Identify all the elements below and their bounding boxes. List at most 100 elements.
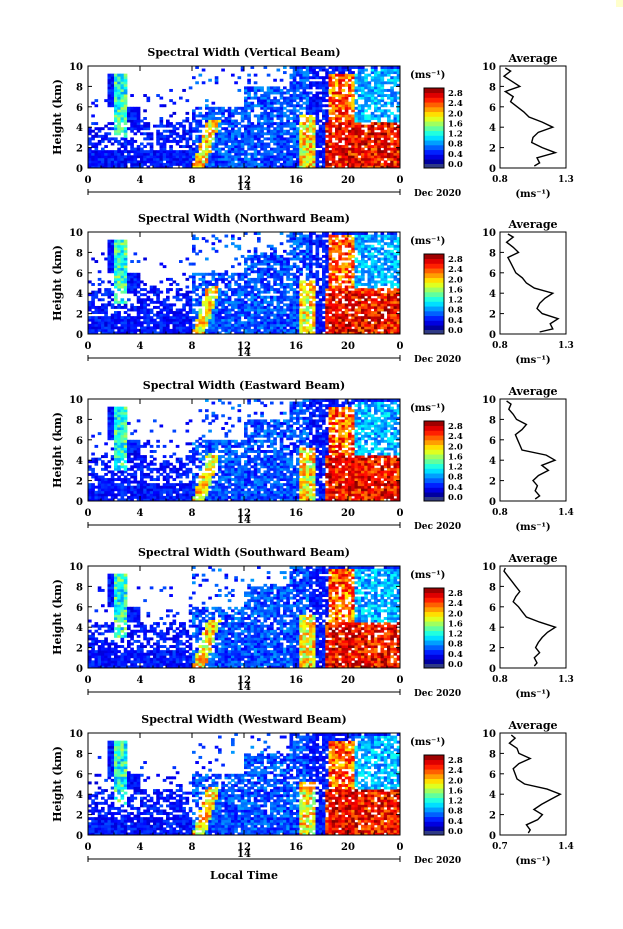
heatmap-cell xyxy=(283,122,287,126)
colorbar-segment xyxy=(424,311,444,317)
heatmap-cell xyxy=(390,111,394,115)
heatmap-cell xyxy=(322,86,326,90)
heatmap-cell xyxy=(302,239,307,243)
heatmap-cell xyxy=(244,283,248,286)
heatmap-cell xyxy=(283,114,287,118)
heatmap-cell xyxy=(325,239,329,243)
heatmap-cell xyxy=(218,308,222,312)
heatmap-cell xyxy=(192,308,196,312)
heatmap-cell xyxy=(273,160,277,164)
heatmap-cell xyxy=(292,288,297,292)
heatmap-cell xyxy=(331,147,336,151)
heatmap-cell xyxy=(211,285,216,289)
heatmap-cell xyxy=(312,134,316,138)
heatmap-cell xyxy=(393,305,398,309)
heatmap-cell xyxy=(331,272,336,276)
heatmap-cell xyxy=(208,288,212,292)
heatmap-cell xyxy=(120,285,125,289)
heatmap-cell xyxy=(260,298,264,302)
heatmap-cell xyxy=(185,145,190,148)
heatmap-cell xyxy=(156,132,160,136)
heatmap-cell xyxy=(214,160,219,164)
heatmap-cell xyxy=(299,147,303,151)
heatmap-cell xyxy=(357,145,362,148)
heatmap-cell xyxy=(383,331,388,335)
heatmap-cell xyxy=(380,270,385,274)
heatmap-cell xyxy=(107,127,112,131)
heatmap-cell xyxy=(263,267,268,271)
heatmap-cell xyxy=(380,83,385,87)
heatmap-cell xyxy=(328,152,333,156)
heatmap-cell xyxy=(211,313,216,317)
heatmap-cell xyxy=(143,300,147,304)
heatmap-cell xyxy=(221,114,225,118)
heatmap-cell xyxy=(354,237,359,241)
heatmap-cell xyxy=(198,316,203,320)
heatmap-cell xyxy=(110,328,115,332)
heatmap-cell xyxy=(361,152,365,156)
heatmap-cell xyxy=(244,155,248,159)
heatmap-cell xyxy=(387,260,391,263)
heatmap-cell xyxy=(270,119,274,123)
heatmap-cell xyxy=(335,311,339,314)
heatmap-cell xyxy=(127,272,131,276)
heatmap-cell xyxy=(198,142,203,146)
heatmap-cell xyxy=(143,162,147,166)
heatmap-cell xyxy=(153,157,157,161)
heatmap-cell xyxy=(387,124,391,128)
heatmap-cell xyxy=(387,96,391,100)
heatmap-cell xyxy=(357,86,362,90)
heatmap-cell xyxy=(279,313,284,317)
heatmap-cell xyxy=(227,288,232,292)
heatmap-cell xyxy=(305,134,310,138)
heatmap-cell xyxy=(192,76,196,80)
heatmap-cell xyxy=(244,129,248,133)
heatmap-cell xyxy=(182,152,186,156)
heatmap-cell xyxy=(393,96,398,100)
heatmap-cell xyxy=(227,150,232,154)
heatmap-cell xyxy=(338,303,342,307)
heatmap-cell xyxy=(390,96,394,100)
heatmap-cell xyxy=(218,288,222,292)
heatmap-cell xyxy=(231,129,235,133)
heatmap-cell xyxy=(354,326,359,330)
heatmap-cell xyxy=(348,76,352,80)
heatmap-cell xyxy=(390,71,394,75)
heatmap-cell xyxy=(120,94,125,97)
heatmap-cell xyxy=(312,68,316,72)
heatmap-cell xyxy=(227,300,232,304)
heatmap-cell xyxy=(266,160,271,164)
heatmap-cell xyxy=(312,275,316,279)
heatmap-cell xyxy=(231,109,235,113)
heatmap-cell xyxy=(231,265,235,269)
heatmap-cell xyxy=(179,96,183,100)
heatmap-cell xyxy=(361,78,365,82)
heatmap-cell xyxy=(367,81,372,85)
heatmap-cell xyxy=(192,272,196,276)
heatmap-cell xyxy=(127,117,131,120)
heatmap-cell xyxy=(149,132,154,136)
heatmap-cell xyxy=(156,137,160,141)
heatmap-cell xyxy=(270,165,274,169)
heatmap-cell xyxy=(299,160,303,164)
heatmap-cell xyxy=(136,308,141,312)
heatmap-cell xyxy=(182,272,186,276)
heatmap-cell xyxy=(396,270,401,274)
heatmap-cell xyxy=(211,117,216,120)
heatmap-cell xyxy=(227,331,232,335)
heatmap-cell xyxy=(123,326,128,330)
heatmap-cell xyxy=(133,119,138,123)
heatmap-cell xyxy=(257,104,261,108)
heatmap-cell xyxy=(260,99,264,103)
heatmap-cell xyxy=(123,262,128,266)
heatmap-cell xyxy=(335,247,339,251)
heatmap-cell xyxy=(156,298,160,302)
heatmap-cell xyxy=(159,96,164,100)
heatmap-cell xyxy=(218,275,222,279)
heatmap-cell xyxy=(244,124,248,128)
heatmap-cell xyxy=(166,152,170,156)
heatmap-cell xyxy=(97,129,102,133)
heatmap-cell xyxy=(104,331,108,335)
heatmap-cell xyxy=(208,308,212,312)
heatmap-cell xyxy=(257,267,261,271)
